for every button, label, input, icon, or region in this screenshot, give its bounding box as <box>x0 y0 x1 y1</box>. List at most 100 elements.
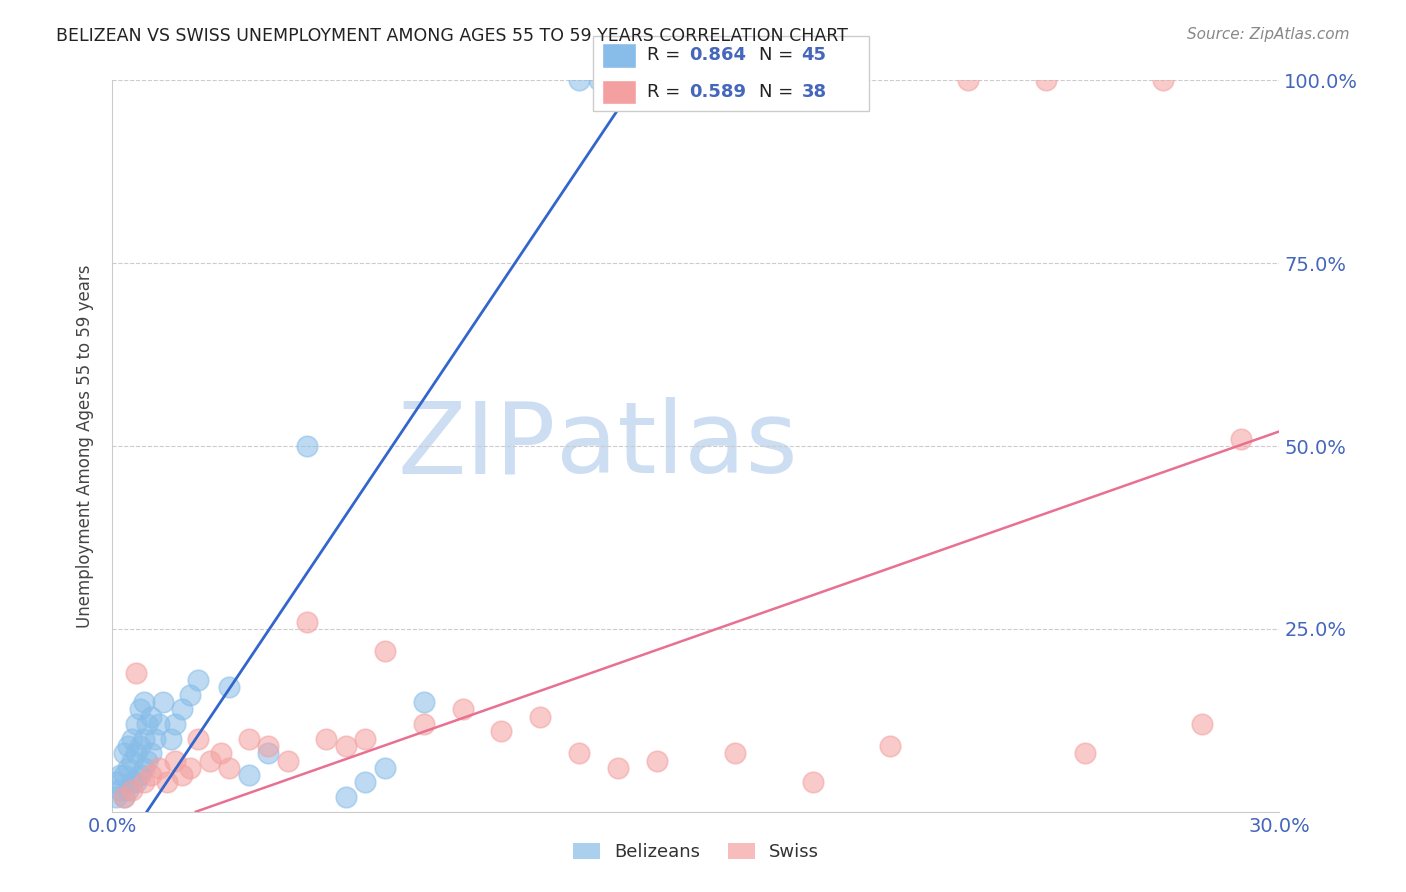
Point <box>110 768 132 782</box>
Point <box>607 761 630 775</box>
Point <box>257 739 280 753</box>
Point <box>117 739 139 753</box>
Point <box>156 775 179 789</box>
Point <box>1229 432 1251 446</box>
Point <box>491 724 513 739</box>
Point <box>335 790 357 805</box>
Text: 0.864: 0.864 <box>689 46 747 64</box>
Point <box>125 717 148 731</box>
Point <box>451 702 474 716</box>
Point <box>412 717 434 731</box>
FancyBboxPatch shape <box>602 79 636 104</box>
Point <box>117 782 139 797</box>
Point <box>136 717 159 731</box>
Point <box>128 768 150 782</box>
Point <box>607 73 630 87</box>
Point <box>132 775 155 789</box>
Point <box>160 731 183 746</box>
Point <box>179 761 201 775</box>
Point <box>141 709 163 723</box>
Point <box>121 782 143 797</box>
Text: atlas: atlas <box>555 398 797 494</box>
Point <box>121 775 143 789</box>
Point <box>568 73 591 87</box>
Point <box>128 739 150 753</box>
Point <box>529 709 551 723</box>
Point <box>1035 73 1057 87</box>
Point <box>121 731 143 746</box>
Text: R =: R = <box>647 83 686 101</box>
Point <box>112 790 135 805</box>
Point <box>724 746 747 760</box>
Text: ZIP: ZIP <box>398 398 555 494</box>
Point <box>1191 717 1213 731</box>
Point <box>801 775 824 789</box>
Point <box>132 761 155 775</box>
Text: 45: 45 <box>801 46 827 64</box>
Point <box>163 754 186 768</box>
Point <box>152 695 174 709</box>
Point <box>295 615 318 629</box>
Point <box>568 746 591 760</box>
Point <box>374 761 396 775</box>
Point <box>1074 746 1097 760</box>
Point <box>257 746 280 760</box>
Point <box>141 768 163 782</box>
Legend: Belizeans, Swiss: Belizeans, Swiss <box>565 836 827 869</box>
Point <box>238 731 260 746</box>
Point <box>295 439 318 453</box>
Point <box>132 731 155 746</box>
Point <box>105 790 128 805</box>
Point <box>136 754 159 768</box>
Point <box>179 688 201 702</box>
Point <box>198 754 221 768</box>
Point <box>112 746 135 760</box>
Point <box>315 731 337 746</box>
Point <box>172 768 194 782</box>
Point <box>276 754 298 768</box>
Point <box>354 775 377 789</box>
Point <box>128 702 150 716</box>
Point <box>132 695 155 709</box>
Text: Source: ZipAtlas.com: Source: ZipAtlas.com <box>1187 27 1350 42</box>
Point <box>110 782 132 797</box>
Text: N =: N = <box>759 46 799 64</box>
Point <box>957 73 980 87</box>
Point <box>112 768 135 782</box>
Point <box>143 731 166 746</box>
Point <box>141 746 163 760</box>
Point <box>209 746 232 760</box>
FancyBboxPatch shape <box>593 37 869 111</box>
Point <box>125 665 148 680</box>
Point <box>148 761 170 775</box>
Point <box>335 739 357 753</box>
Text: 38: 38 <box>801 83 827 101</box>
FancyBboxPatch shape <box>602 44 636 68</box>
Point <box>117 761 139 775</box>
Point <box>374 644 396 658</box>
Text: 0.589: 0.589 <box>689 83 747 101</box>
Point <box>218 761 240 775</box>
Point <box>412 695 434 709</box>
Point <box>218 681 240 695</box>
Point <box>238 768 260 782</box>
Point <box>187 673 209 687</box>
Y-axis label: Unemployment Among Ages 55 to 59 years: Unemployment Among Ages 55 to 59 years <box>76 264 94 628</box>
Point <box>187 731 209 746</box>
Point <box>163 717 186 731</box>
Point <box>172 702 194 716</box>
Point <box>354 731 377 746</box>
Point <box>588 73 610 87</box>
Point <box>645 754 668 768</box>
Point <box>112 790 135 805</box>
Point <box>125 775 148 789</box>
Text: R =: R = <box>647 46 686 64</box>
Point <box>121 754 143 768</box>
Text: N =: N = <box>759 83 799 101</box>
Point <box>148 717 170 731</box>
Point <box>879 739 901 753</box>
Point <box>125 746 148 760</box>
Point <box>1152 73 1174 87</box>
Text: BELIZEAN VS SWISS UNEMPLOYMENT AMONG AGES 55 TO 59 YEARS CORRELATION CHART: BELIZEAN VS SWISS UNEMPLOYMENT AMONG AGE… <box>56 27 848 45</box>
Point <box>105 775 128 789</box>
